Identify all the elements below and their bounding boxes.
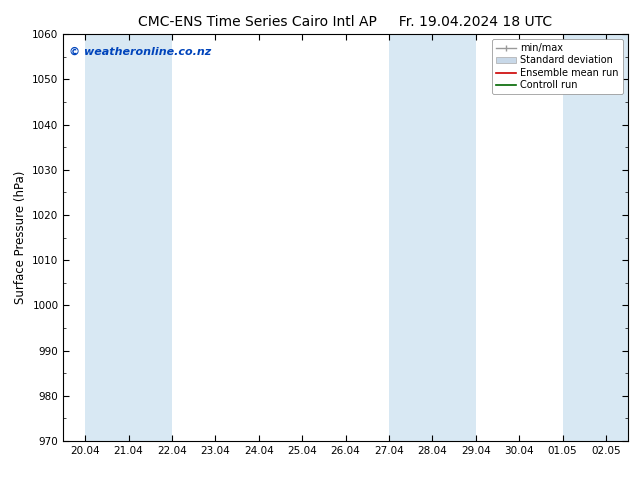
Bar xyxy=(432,34,476,441)
Bar xyxy=(85,34,129,441)
Bar xyxy=(129,34,172,441)
Text: © weatheronline.co.nz: © weatheronline.co.nz xyxy=(69,47,211,56)
Y-axis label: Surface Pressure (hPa): Surface Pressure (hPa) xyxy=(14,171,27,304)
Title: CMC-ENS Time Series Cairo Intl AP     Fr. 19.04.2024 18 UTC: CMC-ENS Time Series Cairo Intl AP Fr. 19… xyxy=(138,15,553,29)
Bar xyxy=(389,34,432,441)
Legend: min/max, Standard deviation, Ensemble mean run, Controll run: min/max, Standard deviation, Ensemble me… xyxy=(492,39,623,94)
Bar xyxy=(562,34,634,441)
